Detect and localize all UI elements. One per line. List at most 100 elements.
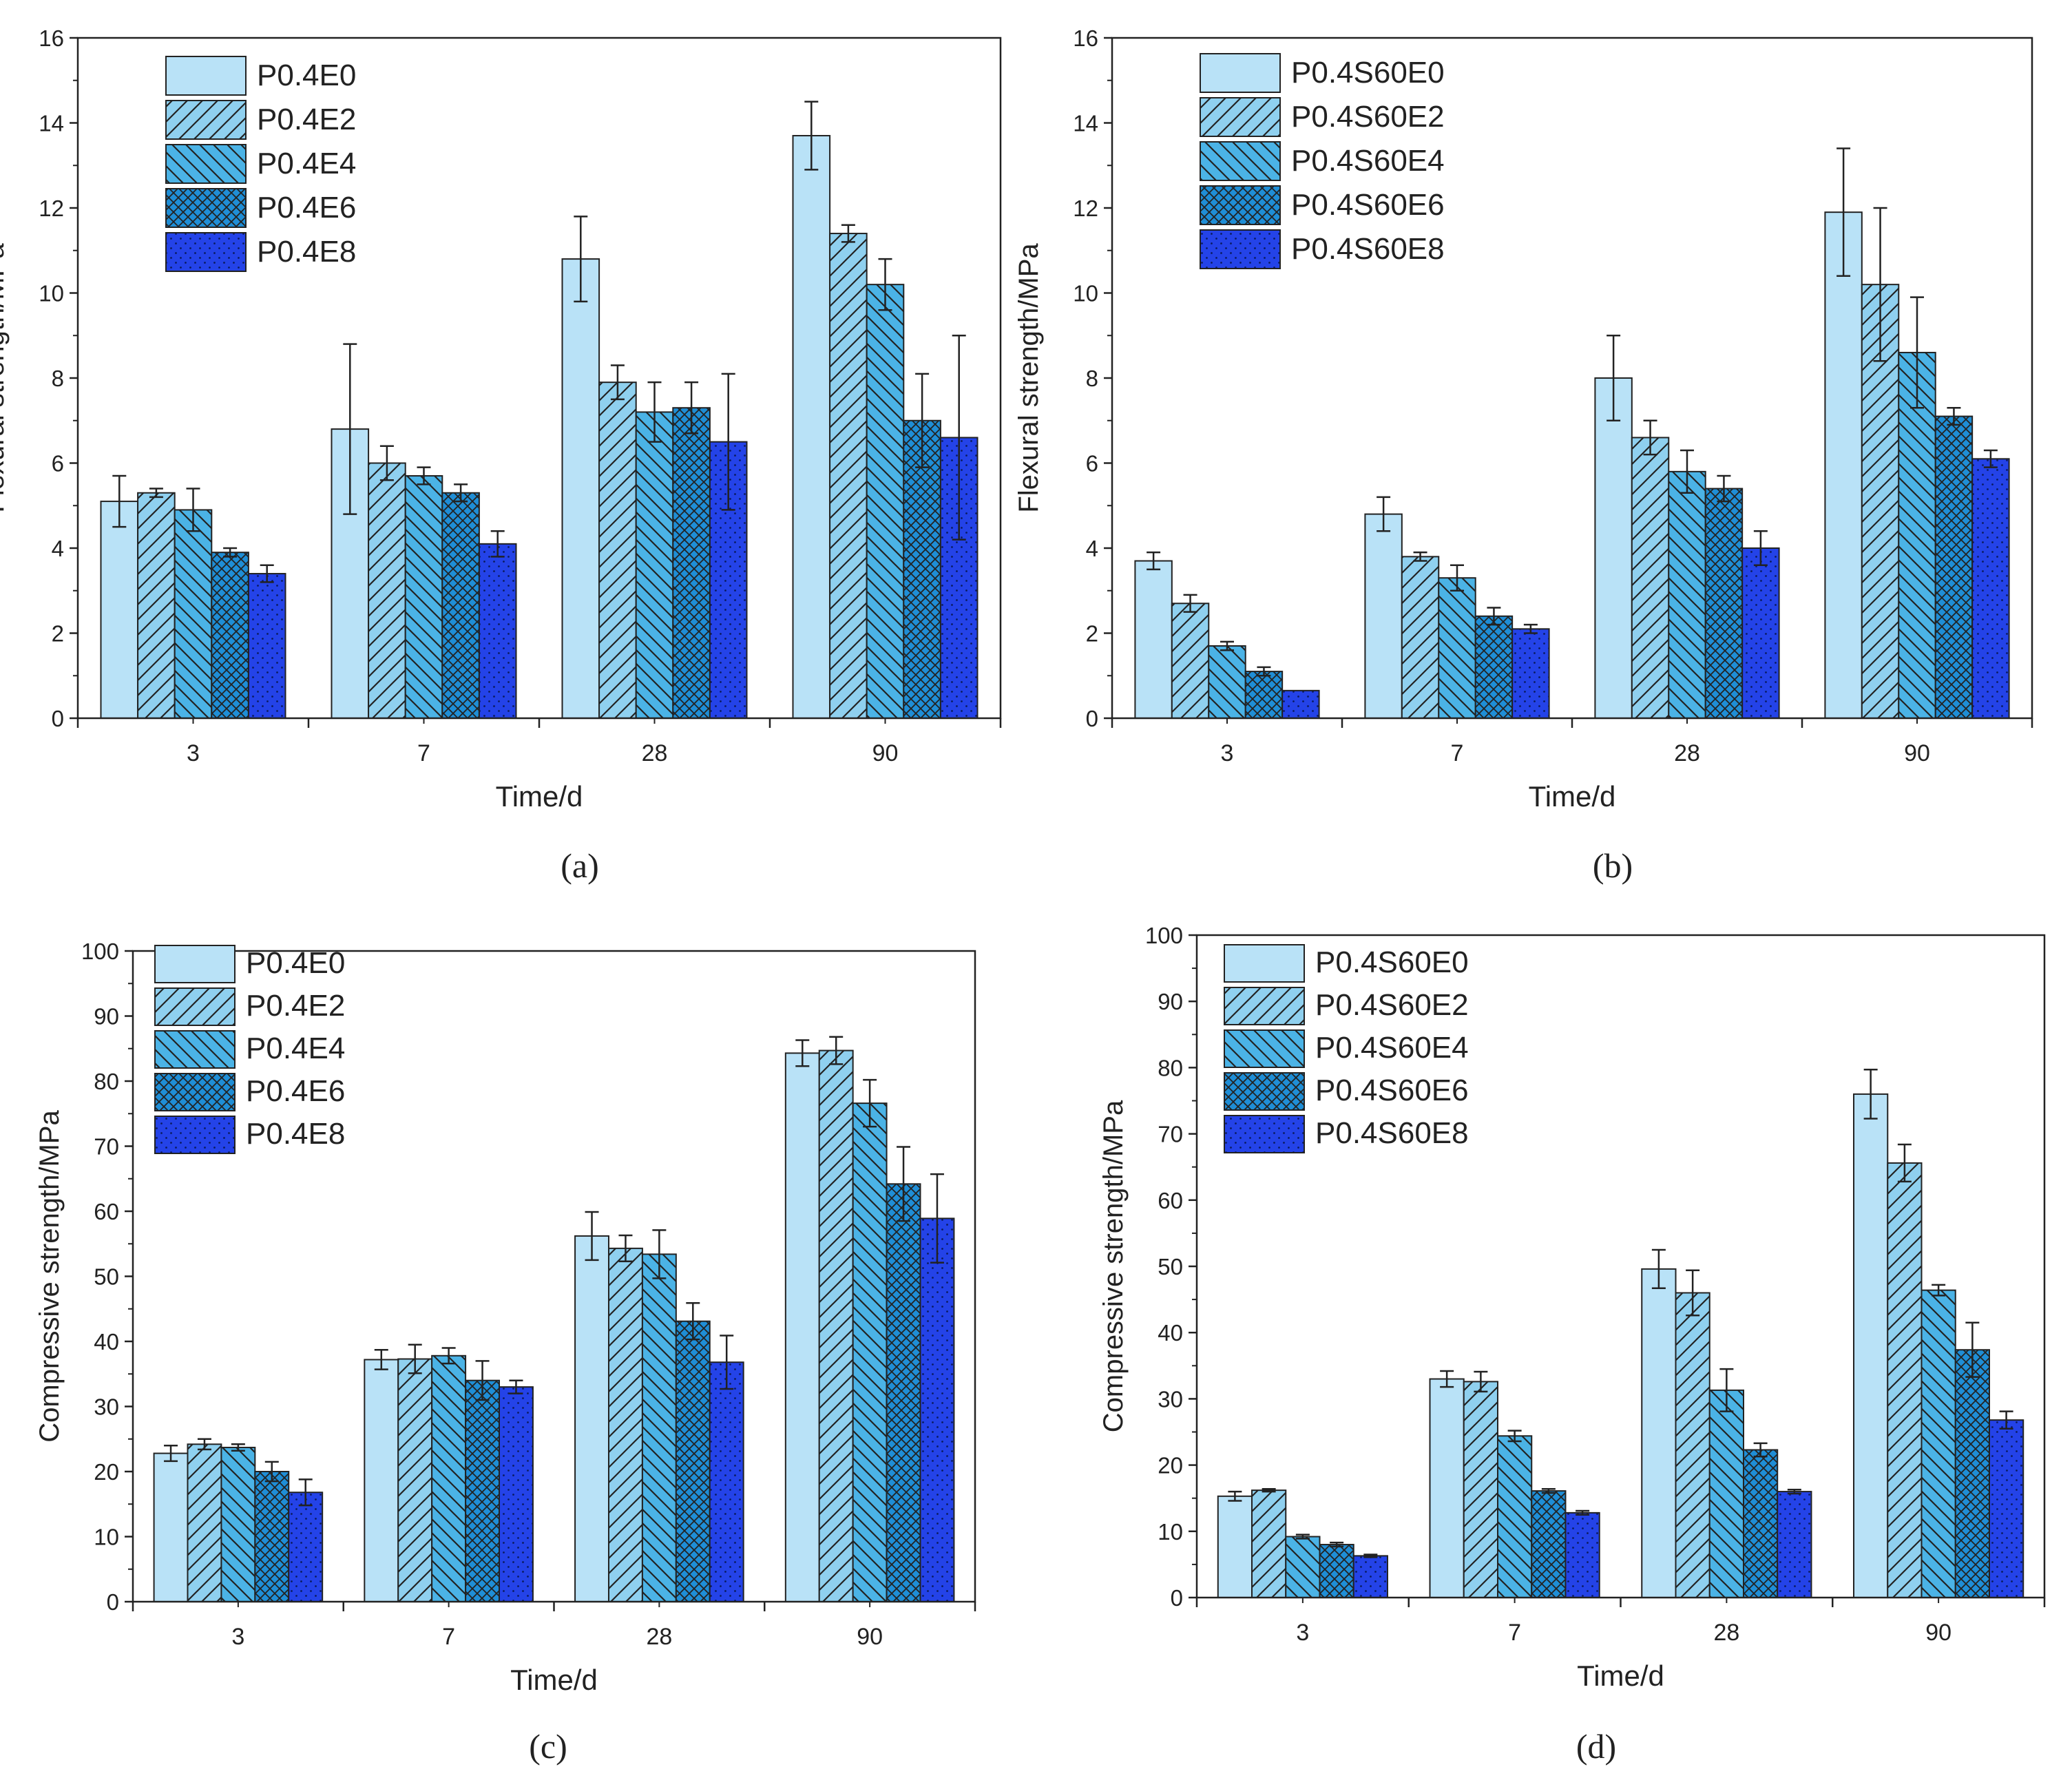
bar <box>137 492 176 719</box>
y-tick-label: 80 <box>94 1069 119 1094</box>
legend-swatch <box>154 987 236 1026</box>
legend-swatch <box>165 100 247 140</box>
y-tick-label: 16 <box>39 25 64 51</box>
bar <box>1438 577 1476 719</box>
y-tick-label: 0 <box>52 706 64 731</box>
legend-swatch <box>1224 987 1305 1025</box>
legend-swatch <box>165 232 247 272</box>
x-axis-label: Time/d <box>510 1664 598 1696</box>
bar <box>1244 671 1284 720</box>
bar <box>1641 1268 1677 1599</box>
bar <box>1565 1511 1600 1599</box>
y-tick-label: 20 <box>94 1459 119 1485</box>
legend-label: P0.4E8 <box>257 235 356 269</box>
x-axis-label: Time/d <box>1577 1660 1664 1692</box>
y-tick-label: 12 <box>1073 196 1098 221</box>
bar <box>641 1253 677 1602</box>
x-tick-label: 3 <box>1296 1620 1309 1646</box>
bar <box>1497 1435 1533 1598</box>
bar <box>1134 560 1173 720</box>
bar <box>1675 1292 1710 1598</box>
x-tick-label: 90 <box>1904 740 1930 766</box>
bar <box>598 381 637 719</box>
x-tick-label: 28 <box>642 740 668 766</box>
y-tick-label: 40 <box>94 1329 119 1354</box>
legend-label: P0.4S60E2 <box>1315 988 1469 1022</box>
y-tick-label: 20 <box>1158 1453 1183 1478</box>
bar <box>431 1354 467 1602</box>
y-tick-label: 90 <box>94 1004 119 1029</box>
panel-b: 0 2 4 6 8 10 12 14 16 3 7 28 90 Time/d Flexural streng… <box>1014 0 2072 894</box>
bar <box>709 1361 744 1602</box>
legend-label: P0.4E4 <box>257 147 356 180</box>
bar <box>866 284 905 719</box>
bar <box>478 543 517 720</box>
bar <box>1401 556 1440 719</box>
bar <box>561 258 600 720</box>
bar <box>1352 1555 1388 1598</box>
bar <box>1971 458 2010 719</box>
legend-label: P0.4S60E4 <box>1291 144 1445 178</box>
y-tick-label: 60 <box>1158 1188 1183 1213</box>
bar <box>1631 437 1670 719</box>
legend-label: P0.4E4 <box>246 1032 345 1065</box>
legend-swatch <box>154 1116 236 1154</box>
bar <box>784 1052 820 1603</box>
legend-swatch <box>1224 944 1305 983</box>
panel-a: 0 2 4 6 8 10 12 14 16 3 7 28 90 Time/d Flexural streng… <box>0 0 1036 894</box>
x-axis-label: Time/d <box>496 780 583 813</box>
bar <box>368 462 406 719</box>
legend-label: P0.4E6 <box>257 191 356 224</box>
chart-c: 0 10 20 30 40 50 60 70 80 90 100 3 7 28 90 Time/d Compre… <box>34 939 976 1696</box>
bar <box>1217 1495 1253 1599</box>
bar <box>792 135 831 719</box>
chart-a: 0 2 4 6 8 10 12 14 16 3 7 28 90 Time/d Flexural streng… <box>0 25 1002 813</box>
y-tick-label: 50 <box>94 1264 119 1290</box>
chart-d: 0 10 20 30 40 50 60 70 80 90 100 3 7 28 90 Time/d Compre… <box>1098 923 2046 1692</box>
legend-label: P0.4S60E4 <box>1315 1031 1469 1065</box>
bar <box>1934 415 1974 719</box>
legend-label: P0.4E0 <box>257 59 356 92</box>
legend-label: P0.4S60E6 <box>1291 188 1445 222</box>
legend-label: P0.4E0 <box>246 946 345 980</box>
x-tick-label: 90 <box>872 740 899 766</box>
legend-swatch <box>165 188 247 228</box>
bar <box>1429 1378 1465 1598</box>
bar <box>100 501 139 719</box>
y-tick-label: 2 <box>1086 621 1098 647</box>
bar <box>404 475 443 720</box>
bar <box>1954 1349 1990 1598</box>
legend-label: P0.4S60E6 <box>1315 1074 1469 1107</box>
y-tick-label: 30 <box>1158 1386 1183 1412</box>
legend-label: P0.4S60E2 <box>1291 100 1445 134</box>
x-tick-label: 28 <box>646 1624 672 1650</box>
y-tick-label: 14 <box>39 111 64 136</box>
legend-swatch <box>1200 53 1281 93</box>
y-tick-label: 4 <box>52 536 64 561</box>
bar <box>1531 1490 1567 1598</box>
bar <box>1704 488 1744 719</box>
y-axis-label: Compressive strength/MPa <box>1098 1100 1129 1432</box>
y-tick-label: 0 <box>107 1589 119 1615</box>
y-tick-label: 80 <box>1158 1055 1183 1080</box>
bar <box>1474 615 1514 719</box>
y-tick-label: 60 <box>94 1199 119 1224</box>
bar <box>1251 1489 1287 1598</box>
legend-swatch <box>154 945 236 983</box>
y-tick-label: 30 <box>94 1394 119 1420</box>
y-tick-label: 2 <box>52 621 64 647</box>
bar <box>1741 547 1780 719</box>
legend-label: P0.4S60E8 <box>1315 1116 1469 1150</box>
bar <box>1668 470 1706 719</box>
x-tick-label: 7 <box>1451 740 1464 766</box>
bar <box>499 1386 534 1603</box>
y-tick-label: 6 <box>52 451 64 477</box>
legend-swatch <box>1200 185 1281 225</box>
y-tick-label: 12 <box>39 196 64 221</box>
y-tick-label: 8 <box>52 366 64 391</box>
legend-label: P0.4S60E8 <box>1291 232 1445 266</box>
bar <box>1171 603 1210 720</box>
bar <box>1208 645 1246 720</box>
x-tick-label: 3 <box>187 740 200 766</box>
y-tick-label: 50 <box>1158 1254 1183 1279</box>
